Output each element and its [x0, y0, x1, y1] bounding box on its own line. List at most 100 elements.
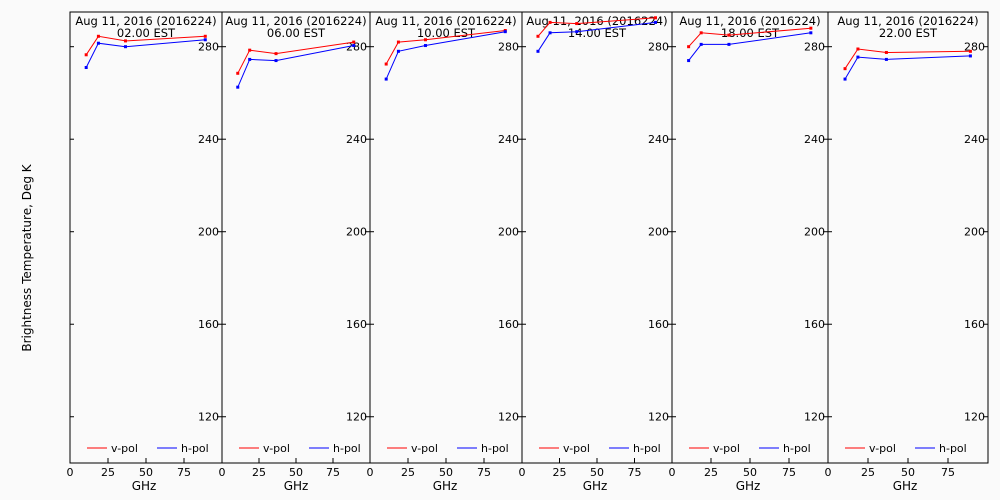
data-point-v-pol — [727, 33, 731, 37]
y-tick-label: 280 — [804, 41, 825, 54]
data-point-v-pol — [968, 49, 972, 53]
data-point-h-pol — [843, 77, 847, 81]
legend-label-v-pol: v-pol — [263, 442, 290, 455]
data-point-v-pol — [274, 52, 278, 56]
panel-title: Aug 11, 2016 (2016224) — [526, 14, 667, 28]
x-tick-label: 75 — [782, 466, 796, 479]
series-line-v-pol — [688, 27, 811, 48]
panel-title: Aug 11, 2016 (2016224) — [75, 14, 216, 28]
y-tick-label: 280 — [346, 41, 367, 54]
data-point-v-pol — [548, 20, 552, 24]
y-tick-label: 240 — [498, 133, 519, 146]
y-tick-label: 280 — [648, 41, 669, 54]
data-point-v-pol — [384, 62, 388, 66]
data-point-v-pol — [248, 48, 252, 52]
data-point-h-pol — [248, 57, 252, 61]
data-point-h-pol — [654, 20, 657, 24]
data-point-v-pol — [352, 40, 356, 44]
data-point-h-pol — [236, 85, 240, 89]
x-tick-label: 0 — [367, 466, 374, 479]
series-line-v-pol — [844, 48, 971, 69]
x-tick-label: 75 — [628, 466, 642, 479]
data-point-v-pol — [203, 34, 207, 38]
data-point-h-pol — [84, 66, 88, 70]
data-point-v-pol — [809, 26, 813, 30]
x-axis-label-panel-6: GHz — [893, 479, 918, 493]
data-point-h-pol — [575, 30, 579, 34]
x-tick-label: 75 — [326, 466, 340, 479]
y-tick-label: 200 — [498, 226, 519, 239]
data-point-h-pol — [809, 31, 813, 35]
data-point-h-pol — [856, 55, 860, 59]
legend-label-v-pol: v-pol — [111, 442, 138, 455]
y-tick-label: 240 — [346, 133, 367, 146]
x-axis-label-panel-2: GHz — [284, 479, 309, 493]
data-point-v-pol — [687, 45, 691, 49]
y-tick-label: 240 — [804, 133, 825, 146]
x-tick-label: 50 — [590, 466, 604, 479]
series-line-h-pol — [537, 21, 656, 52]
y-tick-label: 120 — [804, 411, 825, 424]
series-line-h-pol — [85, 39, 206, 68]
x-tick-label: 0 — [519, 466, 526, 479]
y-tick-label: 120 — [198, 411, 219, 424]
y-tick-label: 200 — [804, 226, 825, 239]
data-point-v-pol — [575, 22, 579, 26]
series-line-h-pol — [237, 45, 354, 88]
y-tick-label: 160 — [198, 318, 219, 331]
y-tick-label: 280 — [498, 41, 519, 54]
legend-label-h-pol: h-pol — [481, 442, 509, 455]
y-tick-label: 120 — [498, 411, 519, 424]
panel-subtitle: 06.00 EST — [267, 26, 326, 40]
data-point-h-pol — [687, 59, 691, 63]
data-point-v-pol — [536, 34, 540, 38]
series-line-h-pol — [844, 55, 971, 80]
panel-subtitle: 14.00 EST — [568, 26, 627, 40]
y-tick-label: 240 — [964, 133, 985, 146]
data-point-v-pol — [856, 47, 860, 51]
x-tick-label: 0 — [219, 466, 226, 479]
panel-2: Aug 11, 2016 (2016224)06.00 EST 120 160 200… — [219, 11, 371, 479]
y-tick-label: 160 — [964, 318, 985, 331]
panel-title: Aug 11, 2016 (2016224) — [679, 14, 820, 28]
x-tick-label: 25 — [704, 466, 718, 479]
data-point-v-pol — [396, 40, 400, 44]
y-tick-label: 200 — [198, 226, 219, 239]
x-tick-label: 25 — [101, 466, 115, 479]
y-tick-label: 200 — [964, 226, 985, 239]
panel-4: Aug 11, 2016 (2016224)14.00 EST 120 160 200… — [519, 11, 673, 479]
data-point-h-pol — [968, 54, 972, 58]
legend-label-h-pol: h-pol — [783, 442, 811, 455]
data-point-h-pol — [123, 45, 127, 49]
data-point-v-pol — [843, 67, 847, 71]
y-tick-label: 280 — [198, 41, 219, 54]
data-point-v-pol — [96, 34, 100, 38]
legend-label-h-pol: h-pol — [333, 442, 361, 455]
series-line-h-pol — [688, 32, 811, 61]
y-tick-label: 160 — [498, 318, 519, 331]
series-line-v-pol — [85, 35, 206, 56]
panel-5: Aug 11, 2016 (2016224)18.00 EST120160200… — [669, 11, 829, 479]
x-axis-label-panel-4: GHz — [583, 479, 608, 493]
data-point-h-pol — [423, 44, 427, 48]
series-line-v-pol — [537, 17, 656, 37]
panel-subtitle: 02.00 EST — [117, 26, 176, 40]
data-point-v-pol — [423, 38, 427, 42]
y-tick-label: 160 — [804, 318, 825, 331]
y-tick-label: 160 — [346, 318, 367, 331]
data-point-h-pol — [96, 41, 100, 45]
data-point-h-pol — [548, 31, 552, 35]
legend-label-v-pol: v-pol — [563, 442, 590, 455]
panels: Aug 11, 2016 (2016224)02.00 EST120160200… — [67, 11, 989, 479]
y-tick-label: 120 — [346, 411, 367, 424]
x-tick-label: 0 — [825, 466, 832, 479]
x-tick-label: 50 — [439, 466, 453, 479]
y-tick-label: 120 — [648, 411, 669, 424]
y-tick-label: 160 — [648, 318, 669, 331]
x-axis-label-panel-3: GHz — [433, 479, 458, 493]
x-tick-label: 25 — [252, 466, 266, 479]
panel-subtitle: 10.00 EST — [417, 26, 476, 40]
x-tick-label: 75 — [177, 466, 191, 479]
data-point-v-pol — [123, 39, 127, 43]
